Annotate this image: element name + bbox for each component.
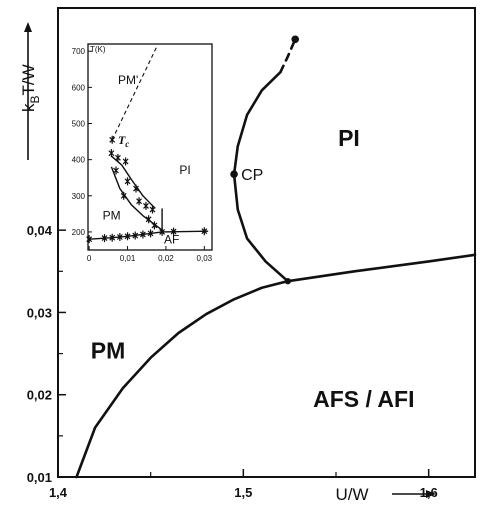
inset-data-marker [108,149,115,158]
inset-region-label: PI [179,163,190,177]
inset-tc-label: Tc [118,133,129,149]
main-plot-frame [57,7,476,478]
x-tick-label: 1,5 [234,485,252,500]
inset-data-marker [159,227,166,236]
inset-data-marker [115,153,121,162]
inset-data-marker [170,227,177,236]
inset-y-tick-label: 300 [72,192,86,201]
inset-data-marker [136,197,142,206]
region-label: PI [338,125,360,151]
y-tick-label: 0,01 [27,470,52,485]
inset-region-label: AF [164,232,179,246]
inset-data-marker [139,230,146,239]
inset-x-tick-label: 0 [87,254,92,263]
inset-region-label: PM [103,208,121,222]
inset-data-marker [124,177,131,186]
inset-data-marker [143,201,149,210]
y-axis-title: kBT/W [19,64,42,112]
boundary-point-marker [291,35,300,44]
inset-data-marker [101,234,108,243]
inset-y-tick-label: 200 [72,228,86,237]
inset-y-tick-label: 500 [72,120,86,129]
critical-point-marker [230,170,238,179]
inset-data-marker [151,221,158,230]
inset-region-label: PM' [118,73,138,87]
inset-data-marker [147,229,154,238]
inset-data-marker [132,231,139,240]
region-label: AFS / AFI [313,386,414,412]
inset-data-marker [145,215,152,224]
y-tick-label: 0,02 [27,388,52,403]
inset-data-marker [149,205,156,214]
inset-x-tick-label: 0,01 [120,254,136,263]
critical-point-label: CP [241,167,263,184]
metal-insulator-boundary-extension [279,37,297,74]
y-tick-label: 0,04 [27,223,53,238]
inset-data-marker [201,227,208,236]
inset-x-tick-label: 0,02 [158,254,174,263]
inset-y-tick-label: 400 [72,156,86,165]
y-tick-label: 0,03 [27,305,52,320]
inset-data-marker [124,232,131,241]
inset-x-tick-label: 0,03 [197,254,213,263]
inset-y-tick-label: 700 [72,47,86,56]
inset-data-marker [109,233,116,242]
tc-extrapolation [111,47,157,141]
inset-data-marker [113,166,119,175]
inset-data-marker [109,135,116,144]
x-tick-label: 1,4 [49,485,68,500]
y-axis-arrow-head [24,22,32,32]
inset-frame [87,43,213,251]
main-plot: 1,41,51,60,010,020,030,04U/WkBT/WCPPIPMA… [19,7,477,504]
x-axis-arrow-head [426,490,436,498]
insulator-antiferro-boundary [286,253,477,283]
inset-y-axis-title: T(K) [90,45,106,54]
region-label: PM [91,338,126,364]
antiferromagnetic-boundary [75,279,290,479]
inset-data-marker [120,191,127,200]
inset-data-marker [133,184,139,193]
inset-data-marker [122,157,129,166]
inset-y-tick-label: 600 [72,83,86,92]
inset-plot: T(K) 200 300 400 500 600 700 0 0,01 0,02 0,03 PM' PI… [72,40,218,276]
pm-pi-upper [110,155,156,209]
inset-data-marker [86,235,93,244]
inset-data-marker [116,232,123,241]
x-axis-title: U/W [335,485,368,504]
boundary-point-marker [284,277,292,285]
